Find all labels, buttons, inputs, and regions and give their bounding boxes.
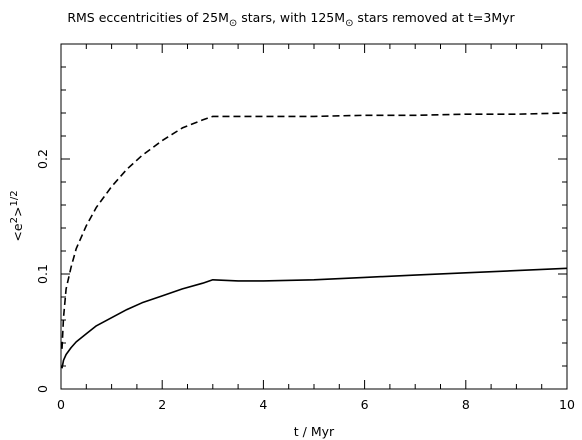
x-tick-label: 4 <box>259 397 267 412</box>
y-axis-label: <e2>1/2 <box>9 190 25 241</box>
x-tick-label: 8 <box>462 397 470 412</box>
plot-frame <box>60 43 568 390</box>
solid-series-line <box>61 267 568 369</box>
x-tick-label: 0 <box>57 397 65 412</box>
x-axis-label: t / Myr <box>294 424 335 439</box>
series-layer <box>61 112 568 369</box>
y-tick-label: 0.2 <box>35 149 50 169</box>
axis-ticks <box>60 43 568 390</box>
axis-tick-labels: 0 2 4 6 8 10 0 0.1 0.2 <box>35 149 575 412</box>
chart-title: RMS eccentricities of 25M⊙ stars, with 1… <box>67 10 515 29</box>
x-tick-label: 2 <box>158 397 166 412</box>
dashed-series-line <box>61 112 568 349</box>
y-tick-label: 0 <box>35 385 50 393</box>
x-tick-label: 10 <box>559 397 575 412</box>
x-tick-label: 6 <box>361 397 369 412</box>
y-tick-label: 0.1 <box>35 264 50 284</box>
